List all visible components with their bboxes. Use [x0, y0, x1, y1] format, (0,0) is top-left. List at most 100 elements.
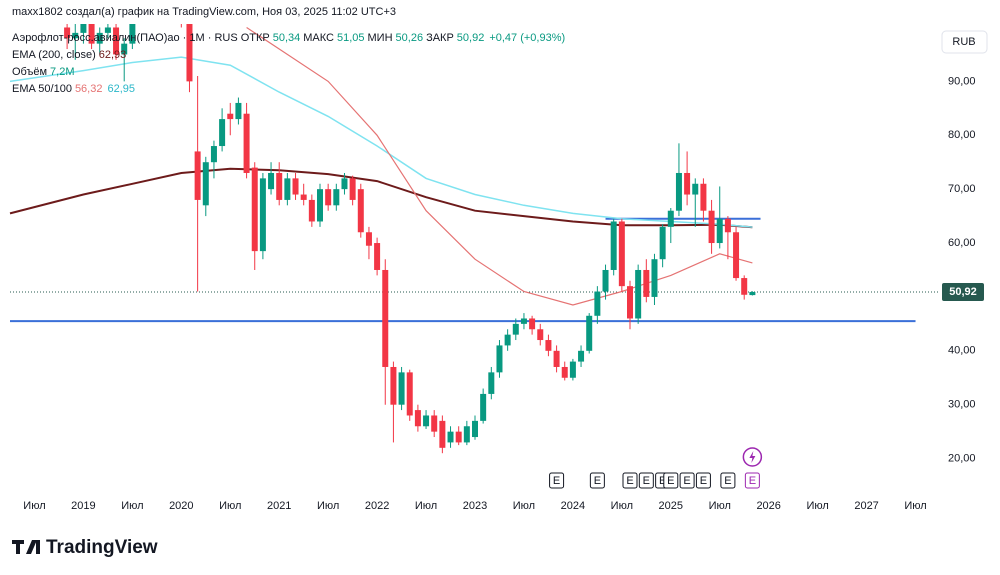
candle-body [72, 32, 79, 39]
candle-body [317, 189, 323, 222]
currency-button[interactable] [941, 30, 988, 54]
last-price-label: 50,92 [949, 286, 977, 298]
y-tick-label: 80,00 [948, 129, 976, 141]
header: maxx1802 создал(а) график на TradingView… [12, 6, 396, 18]
candle-body [398, 372, 405, 405]
x-tick-label: 2023 [463, 500, 487, 512]
legend-item: Объём [12, 66, 47, 78]
candle-body [627, 286, 633, 319]
legend-item: МИН [368, 32, 393, 44]
earnings-label: E [724, 475, 731, 487]
y-tick-label: 60,00 [948, 237, 976, 249]
x-tick-label: Июл [513, 500, 535, 512]
earnings-marker [695, 472, 711, 489]
x-tick-label: 2022 [365, 500, 389, 512]
earnings-label: E [553, 475, 560, 487]
candle-body [243, 113, 250, 173]
candle-body [390, 366, 397, 405]
lightning [749, 451, 756, 463]
candle-body [292, 178, 299, 195]
y-tick-label: 90,00 [948, 75, 976, 87]
candle-body [374, 243, 381, 270]
candle-body [341, 178, 348, 190]
candle-body [512, 323, 519, 335]
x-tick-label: Июл [709, 500, 731, 512]
candle-body [716, 218, 723, 244]
x-tick-label: Июл [219, 500, 241, 512]
candle-body [349, 178, 356, 200]
legend-item: ЗАКР [426, 32, 454, 44]
candle-body [651, 259, 658, 297]
y-tick-label: 40,00 [948, 345, 976, 357]
candle-body [463, 426, 470, 443]
legend-item: 56,32 [75, 83, 103, 95]
ema-line [246, 26, 753, 306]
legend-item: 62,93 [99, 49, 127, 61]
x-tick-label: 2027 [854, 500, 878, 512]
footer-logo: TradingView [12, 537, 158, 558]
legend-item: 50,92 [457, 32, 485, 44]
candle-body [268, 172, 275, 190]
currency[interactable]: RUB [952, 36, 975, 48]
earnings-label: E [643, 475, 650, 487]
candle-body [447, 431, 454, 443]
legend-item: Аэрофлот-росс.авиалин(ПАО)ао · 1М · RUS [12, 32, 238, 44]
legend-row: Аэрофлот-росс.авиалин(ПАО)ао · 1М · RUS О… [12, 32, 565, 44]
legend-item: 50,26 [396, 32, 424, 44]
candle-body [667, 210, 674, 227]
candle-body [104, 27, 111, 33]
earnings-marker [622, 472, 638, 489]
x-tick-label: Июл [317, 500, 339, 512]
candle-body [325, 189, 332, 206]
candle-body [569, 361, 576, 378]
earnings-label: E [594, 475, 601, 487]
candle-body [64, 27, 71, 39]
legend-row: EMA 50/100 56,32 62,95 [12, 83, 135, 95]
candle-body [692, 183, 699, 195]
candle-body [431, 415, 438, 432]
candle-body [251, 167, 258, 252]
candle-body [219, 119, 226, 147]
y-tick-label: 20,00 [948, 452, 976, 464]
candle-body [259, 178, 266, 252]
x-tick-label: 2025 [659, 500, 683, 512]
candle-body [194, 151, 201, 200]
candle-body [594, 291, 601, 316]
ema-line [9, 167, 753, 229]
candle-body [520, 318, 527, 324]
candle-body [186, 24, 193, 82]
legend-row: Объём 7,2M [12, 66, 75, 78]
candle-body [333, 189, 340, 206]
legend-item: МАКС [303, 32, 334, 44]
legend-item: 62,95 [107, 83, 135, 95]
candle-body [618, 221, 625, 287]
candle-body [96, 32, 103, 44]
candle-body [284, 178, 291, 200]
legend-item: +0,47 (+0,93%) [489, 32, 565, 44]
candle-body [455, 431, 462, 443]
candle-body [504, 334, 511, 346]
legend-item: ОТКР [241, 32, 270, 44]
candle-body [113, 27, 120, 55]
candle-body [602, 269, 609, 292]
ema-line [9, 56, 753, 228]
earnings-marker [549, 472, 565, 489]
candle-body [357, 189, 364, 233]
candle-body [659, 226, 666, 260]
earnings-marker [720, 472, 736, 489]
candle-body [480, 393, 487, 421]
earnings-marker [638, 472, 654, 489]
candle-body [439, 420, 446, 448]
x-tick-label: 2020 [169, 500, 193, 512]
candle-body [553, 350, 560, 367]
candle-body [635, 269, 642, 319]
x-tick-label: Июл [415, 500, 437, 512]
candle-body [227, 113, 234, 120]
x-tick-label: 2021 [267, 500, 291, 512]
brand: TradingView [46, 537, 158, 558]
legend-item: 50,34 [273, 32, 301, 44]
x-tick-label: 2024 [561, 500, 585, 512]
legend-item: EMA 50/100 [12, 83, 72, 95]
